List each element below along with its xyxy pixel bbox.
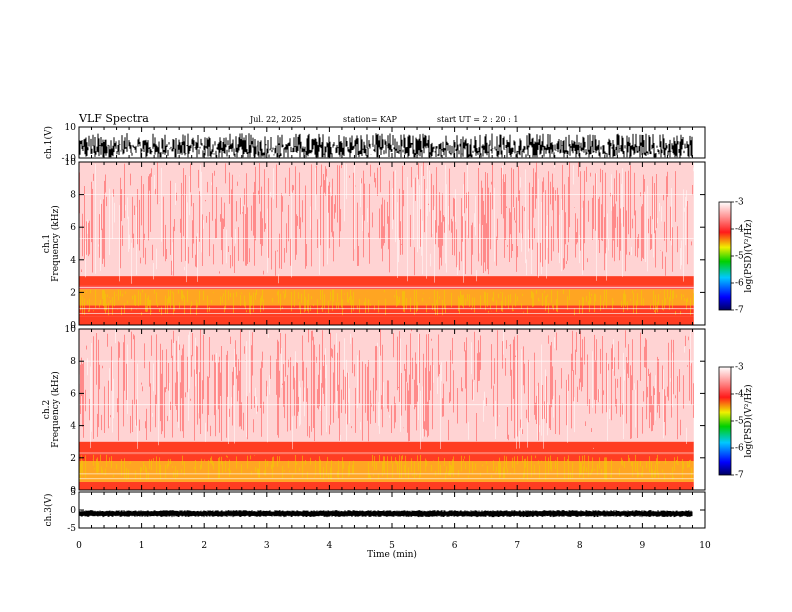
time-axis: 0 1 2 3 4 5 6 7 8 9 10 Time (min) [76,541,711,560]
x-tick-label: 10 [699,541,711,551]
y-tick-label: 5 [70,488,76,498]
y-tick-label: 8 [70,191,76,201]
colorbar-gradient [718,201,732,311]
colorbar-tick-label: -5 [735,252,744,262]
colorbar-label: log(PSD)(V²/Hz) [743,384,754,457]
x-tick-label: 1 [139,541,145,551]
colorbar-tick-label: -5 [735,417,744,427]
y-axis-label: ch.1(V) [43,126,54,159]
x-tick-label: 8 [577,541,583,551]
colorbar-label: log(PSD)(V²/Hz) [743,219,754,292]
ch3-waveform-frame [78,491,706,529]
ch2-spectrogram-panel: 0 2 4 6 8 10 ch.2 Frequency (kHz) [42,325,706,496]
spectrogram-band [79,289,694,306]
colorbar-tick-label: -3 [735,198,744,208]
x-tick-label: 9 [640,541,646,551]
y-tick-label: 2 [70,288,76,298]
colorbar-tick-label: -7 [735,306,744,316]
y-axis-label: ch.3(V) [43,494,54,527]
x-tick-label: 0 [76,541,82,551]
ch1-waveform-panel: 10 -10 ch.1(V) [43,123,706,164]
x-axis-label: Time (min) [367,549,417,560]
ch2-colorbar: -3 -4 -5 -6 -7 log(PSD)(V²/Hz) [718,363,754,481]
date-label: Jul. 22, 2025 [249,115,302,124]
colorbar-tick-label: -7 [735,471,744,481]
colorbar-tick-label: -6 [735,444,744,454]
spectrogram-band [79,461,694,482]
spectrogram-band [79,276,694,286]
colorbar-gradient [718,366,732,476]
y-tick-label: 6 [70,389,76,399]
x-tick-label: 6 [452,541,458,551]
x-tick-label: 4 [327,541,333,551]
y-axis-label: ch.2 [42,400,52,419]
ch1-waveform-line [79,133,693,158]
x-tick-label: 7 [514,541,520,551]
y-axis-label: Frequency (kHz) [50,371,61,448]
colorbar-tick-label: -4 [735,225,744,235]
ch1-spectrogram-panel: 0 2 4 6 8 10 ch.1 Frequency (kHz) [42,158,706,331]
ch3-waveform-line [79,510,693,518]
spectrogram-band [79,162,694,277]
y-tick-label: 4 [70,422,76,432]
x-tick-label: 3 [264,541,270,551]
colorbar-tick-label: -6 [735,279,744,289]
y-tick-label: 10 [65,325,77,335]
y-tick-label: -10 [62,154,77,164]
spectrogram-band [79,305,694,317]
spectrogram-band [79,329,694,442]
x-tick-label: 5 [389,541,395,551]
y-axis-label: Frequency (kHz) [50,205,61,282]
start-time-label: start UT = 2 : 20 : 1 [437,115,518,124]
colorbar-tick-label: -3 [735,363,744,373]
y-tick-label: 0 [70,486,76,496]
y-tick-label: 4 [70,256,76,266]
x-tick-label: 2 [201,541,207,551]
station-label: station= KAP [343,115,398,124]
y-tick-label: 10 [65,123,77,133]
y-tick-label: 8 [70,357,76,367]
spectrogram-band [79,441,694,455]
spectrogram-band [79,454,694,462]
ch3-waveform-panel: 50-5ch.3(V) [43,488,706,534]
y-tick-label: 10 [65,158,77,168]
spectrogram-band [79,316,694,325]
y-tick-label: -5 [67,524,76,534]
y-tick-label: 0 [70,506,76,516]
y-tick-label: 2 [70,454,76,464]
y-tick-label: 6 [70,223,76,233]
spectrogram-texture-yellow [80,289,694,316]
figure-title: VLF Spectra [78,112,149,125]
y-axis-label: ch.1 [42,234,52,253]
colorbar-tick-label: -4 [735,390,744,400]
spectrogram-band [79,481,694,490]
y-tick-label: 0 [70,321,76,331]
ch1-colorbar: -3 -4 -5 -6 -7 log(PSD)(V²/Hz) [718,198,754,316]
